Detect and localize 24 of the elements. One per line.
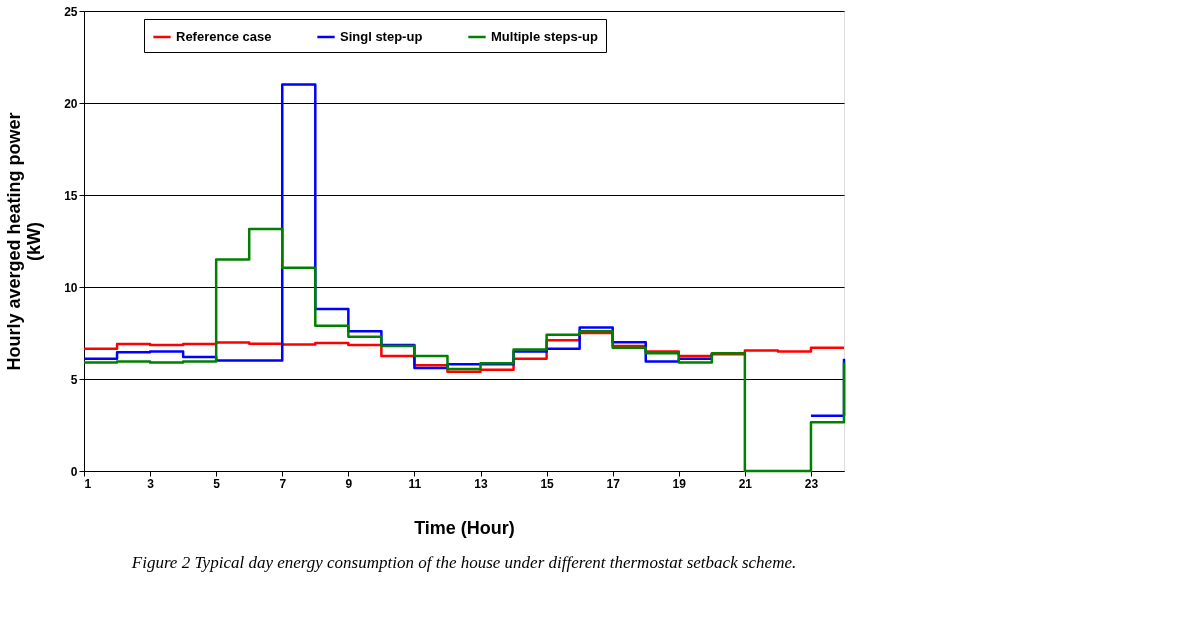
y-axis-title: Hourly averged heating power (kW) [4,112,45,371]
caption: Figure 2 Typical day energy consumption of the house under different thermostat setback scheme. [130,553,797,572]
x-tick-label: 5 [213,476,221,491]
x-tick-label: 15 [540,476,555,491]
legend-label: Singl step-up [340,29,423,44]
y-tick-label: 25 [64,4,78,19]
x-tick-label: 21 [738,476,753,491]
x-tick-label: 7 [279,476,287,491]
x-tick-label: 13 [474,476,489,491]
x-tick-label: 19 [672,476,687,491]
y-tick-label: 20 [64,96,78,111]
y-tick-label: 5 [70,372,78,387]
legend-label: Multiple steps-up [491,29,598,44]
legend-label: Reference case [176,29,272,44]
x-axis-title: Time (Hour) [414,517,515,538]
x-tick-label: 9 [345,476,353,491]
x-tick-label: 23 [804,476,819,491]
y-tick-label: 15 [64,188,78,203]
y-tick-label: 0 [70,464,78,479]
x-tick-label: 11 [408,476,422,491]
x-tick-label: 1 [84,476,92,491]
y-tick-label: 10 [64,280,78,295]
x-tick-label: 3 [147,476,155,491]
x-tick-label: 17 [606,476,621,491]
